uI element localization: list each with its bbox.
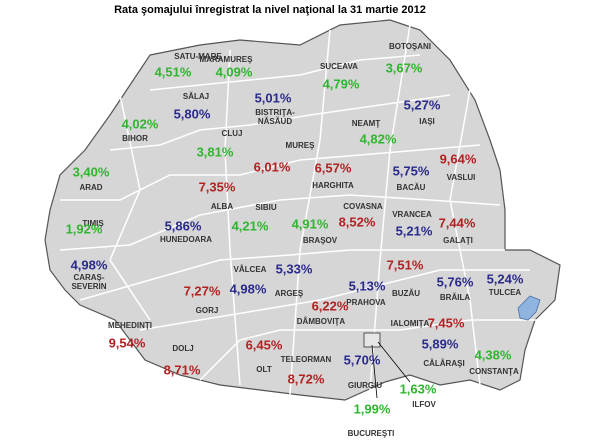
county-name: BUCUREŞTI: [348, 429, 395, 438]
county-value: 7,44%: [439, 215, 476, 230]
county-name: VÂLCEA: [234, 265, 267, 274]
county-value: 7,35%: [199, 179, 236, 194]
county-name: CONSTANŢA: [469, 367, 519, 376]
county-name: CARAŞ-SEVERIN: [71, 273, 106, 291]
county-value: 5,75%: [393, 163, 430, 178]
county-value: 8,71%: [164, 362, 201, 377]
county-value: 4,79%: [323, 76, 360, 91]
county-value: 5,33%: [276, 261, 313, 276]
county-name: SĂLAJ: [183, 92, 209, 101]
county-value: 6,57%: [315, 160, 352, 175]
county-value: 5,24%: [487, 271, 524, 286]
county-name: ILFOV: [412, 400, 436, 409]
pointer: [371, 344, 378, 399]
county-borders: [59, 24, 540, 396]
bucharest-area: [363, 332, 381, 348]
county-value: 6,45%: [246, 337, 283, 352]
pointer: [377, 341, 411, 383]
map-title: Rata şomajului înregistrat la nivel naţi…: [114, 4, 426, 16]
county-value: 5,01%: [255, 90, 292, 105]
county-value: 6,01%: [254, 159, 291, 174]
county-name: GALAŢI: [443, 236, 473, 245]
county-name: CĂLĂRAŞI: [423, 359, 464, 368]
county-value: 1,92%: [66, 221, 103, 236]
county-value: 3,81%: [197, 144, 234, 159]
county-value: 3,40%: [73, 164, 110, 179]
county-value: 5,13%: [349, 278, 386, 293]
county-value: 4,21%: [232, 218, 269, 233]
county-value: 4,38%: [475, 347, 512, 362]
county-name: MUREŞ: [286, 141, 316, 150]
county-name: TULCEA: [489, 288, 522, 297]
county-value: 9,64%: [440, 151, 477, 166]
county-name: SUCEAVA: [320, 62, 358, 71]
county-value: 4,98%: [71, 257, 108, 272]
county-value: 7,27%: [184, 283, 221, 298]
county-value: 9,54%: [109, 335, 146, 350]
county-name: VASLUI: [447, 173, 476, 182]
county-name: ARAD: [79, 183, 102, 192]
county-name: GORJ: [196, 306, 219, 315]
county-name: ALBA: [211, 202, 233, 211]
county-name: DÂMBOVIŢA: [297, 317, 346, 326]
county-name: BIHOR: [122, 134, 148, 143]
county-name: BOTOŞANI: [389, 42, 431, 51]
county-value: 4,02%: [122, 116, 159, 131]
county-value: 5,80%: [174, 106, 211, 121]
county-name: BRAŞOV: [303, 236, 338, 245]
county-name: OLT: [256, 365, 272, 374]
county-value: 8,52%: [339, 214, 376, 229]
county-value: 5,21%: [396, 223, 433, 238]
county-value: 5,27%: [404, 97, 441, 112]
danube-delta: [517, 295, 541, 321]
county-name: BACĂU: [397, 183, 426, 192]
county-name: VRANCEA: [392, 210, 432, 219]
county-value: 5,86%: [165, 218, 202, 233]
county-name: IAŞI: [419, 117, 435, 126]
county-value: 1,63%: [400, 381, 437, 396]
county-value: 7,51%: [387, 257, 424, 272]
county-name: ARGEŞ: [275, 289, 304, 298]
county-name: HARGHITA: [312, 181, 354, 190]
county-name: HUNEDOARA: [160, 235, 212, 244]
county-value: 5,89%: [422, 336, 459, 351]
country-shape: [44, 19, 561, 401]
county-name: MARAMUREŞ: [200, 55, 254, 64]
county-name: PRAHOVA: [346, 298, 386, 307]
county-value: 5,76%: [437, 274, 474, 289]
county-name: BUZĂU: [392, 289, 420, 298]
county-value: 8,72%: [288, 371, 325, 386]
county-name: MEHEDINŢI: [108, 321, 152, 330]
county-value: 7,45%: [428, 315, 465, 330]
county-name: SIBIU: [255, 203, 277, 212]
county-name: NEAMŢ: [352, 119, 381, 128]
county-name: TELEORMAN: [281, 355, 332, 364]
county-name: TIMIŞ: [82, 219, 104, 228]
county-value: 5,70%: [344, 352, 381, 367]
county-name: BISTRIŢA-NĂSĂUD: [255, 108, 295, 126]
county-name: BRĂILA: [440, 293, 470, 302]
county-value: 4,51%: [155, 64, 192, 79]
county-value: 4,98%: [230, 281, 267, 296]
county-name: SATU-MARE: [174, 52, 222, 61]
county-value: 1,99%: [354, 401, 391, 416]
county-value: 3,67%: [386, 60, 423, 75]
county-value: 4,91%: [292, 216, 329, 231]
county-value: 6,22%: [312, 298, 349, 313]
county-value: 4,82%: [360, 131, 397, 146]
county-value: 4,09%: [216, 64, 253, 79]
county-name: COVASNA: [343, 202, 383, 211]
county-name: IALOMIŢA: [391, 319, 430, 328]
county-name: GIURGIU: [348, 381, 382, 390]
county-name: DOLJ: [172, 344, 193, 353]
county-name: CLUJ: [222, 129, 243, 138]
